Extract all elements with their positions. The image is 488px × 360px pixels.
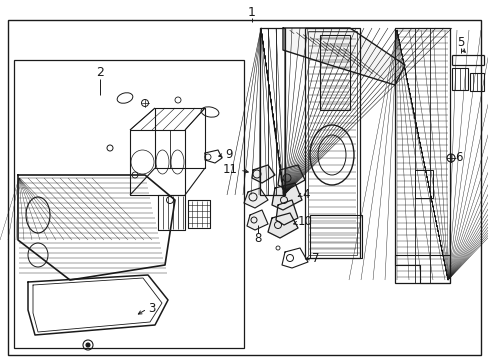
Text: 7: 7 bbox=[311, 252, 319, 265]
Bar bbox=[394, 28, 449, 283]
Text: 10: 10 bbox=[297, 216, 312, 229]
Bar bbox=[414, 170, 432, 198]
Polygon shape bbox=[251, 165, 274, 183]
Polygon shape bbox=[278, 165, 305, 190]
Polygon shape bbox=[283, 28, 404, 85]
Text: 5: 5 bbox=[456, 36, 464, 49]
Text: 6: 6 bbox=[454, 152, 462, 165]
Bar bbox=[305, 28, 359, 258]
Polygon shape bbox=[244, 188, 267, 208]
Bar bbox=[451, 68, 467, 90]
Bar bbox=[307, 31, 356, 255]
Bar bbox=[14, 60, 244, 348]
Polygon shape bbox=[271, 183, 302, 210]
Bar bbox=[309, 215, 361, 258]
Polygon shape bbox=[267, 213, 297, 238]
Polygon shape bbox=[275, 200, 297, 225]
Text: 1: 1 bbox=[247, 5, 255, 18]
Text: 3: 3 bbox=[148, 301, 155, 315]
Text: 4: 4 bbox=[302, 189, 309, 202]
Text: 2: 2 bbox=[96, 66, 104, 78]
Circle shape bbox=[86, 343, 90, 347]
Bar bbox=[319, 35, 349, 110]
Text: 9: 9 bbox=[224, 148, 232, 162]
Text: 11: 11 bbox=[223, 163, 238, 176]
Text: 8: 8 bbox=[254, 231, 261, 244]
Polygon shape bbox=[246, 210, 267, 230]
Bar bbox=[469, 73, 483, 91]
